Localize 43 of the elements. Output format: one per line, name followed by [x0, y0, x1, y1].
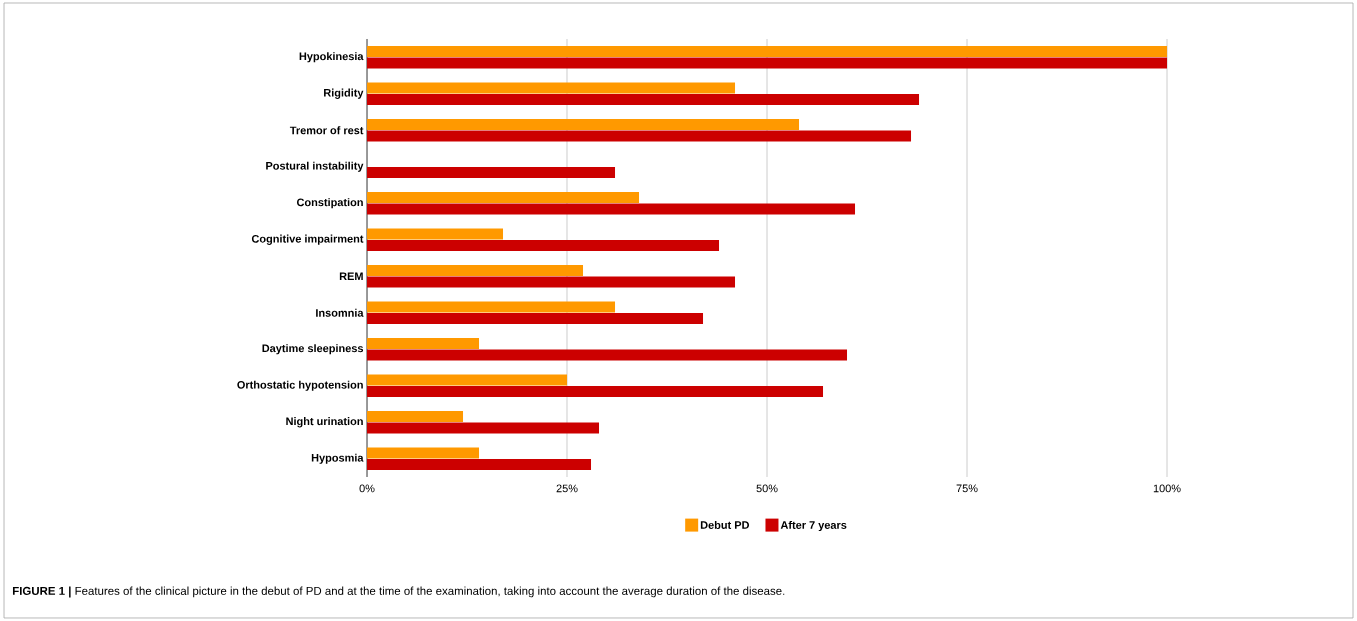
- x-tick-label: 75%: [956, 484, 978, 493]
- x-tick-label: 50%: [756, 484, 778, 493]
- bar: [367, 228, 504, 240]
- y-tick-label: Hyposmia: [311, 453, 364, 464]
- y-tick-label: Hypokinesia: [299, 52, 364, 63]
- bar: [367, 422, 600, 434]
- y-tick-label: Orthostatic hypotension: [237, 380, 363, 391]
- bar: [367, 191, 640, 203]
- y-tick-label: Rigidity: [324, 88, 364, 99]
- bar: [367, 276, 736, 288]
- bar: [367, 45, 1168, 57]
- y-tick-label: Insomnia: [316, 308, 364, 317]
- y-tick-label: Daytime sleepiness: [262, 344, 364, 355]
- bar: [367, 312, 704, 324]
- bar: [367, 447, 480, 459]
- x-tick-label: 25%: [556, 484, 578, 493]
- x-tick-label: 100%: [1153, 484, 1181, 493]
- bar: [367, 118, 800, 130]
- bar: [367, 82, 736, 94]
- bar: [367, 349, 848, 361]
- bar: [367, 264, 584, 276]
- legend-label: After 7 years: [780, 520, 847, 532]
- x-tick-label: 0%: [359, 484, 375, 493]
- bar: [367, 57, 1168, 69]
- bar: [367, 410, 464, 422]
- y-tick-label: Postural instability: [266, 161, 364, 172]
- bar: [367, 203, 856, 215]
- bar: [367, 130, 912, 142]
- bar: [367, 374, 568, 386]
- y-tick-label: Night urination: [286, 417, 363, 428]
- legend-label: Debut PD: [700, 520, 750, 529]
- bar: [367, 337, 480, 349]
- y-tick-label: Cognitive impairment: [251, 234, 364, 245]
- text: FIGURE 1 | Features of the clinical picture in the debut of PD and at the time of the examination, taking into account the average duration of the disease.: [12, 586, 785, 598]
- y-tick-label: REM: [339, 272, 363, 281]
- bar: [367, 385, 824, 397]
- y-tick-label: Tremor of rest: [289, 126, 364, 135]
- bar: [367, 239, 720, 251]
- bar: [367, 93, 920, 105]
- bar: [367, 166, 616, 178]
- bar: [367, 301, 616, 313]
- bar: [367, 458, 592, 470]
- y-tick-label: Constipation: [296, 198, 363, 209]
